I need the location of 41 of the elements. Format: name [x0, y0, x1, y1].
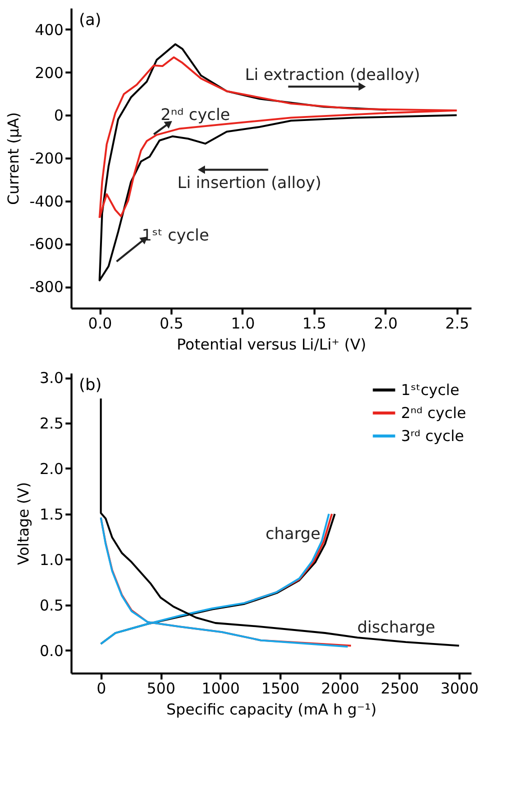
x-tick-label: 2000: [321, 680, 360, 698]
annotation: 2ⁿᵈ cycle: [160, 105, 230, 124]
y-tick-label: 2.0: [40, 460, 64, 478]
x-tick-label: 2500: [380, 680, 419, 698]
x-tick-label: 3000: [440, 680, 479, 698]
legend-label: 3ʳᵈ cycle: [401, 427, 464, 445]
x-tick-label: 0.5: [160, 314, 184, 332]
y-tick-label: 3.0: [40, 369, 64, 388]
annotation: (b): [79, 375, 102, 394]
x-tick-label: 1000: [202, 680, 240, 698]
y-axis-title: Current (μA): [4, 112, 22, 205]
x-tick-label: 500: [146, 680, 176, 698]
y-tick-label: 200: [34, 64, 64, 82]
x-axis-title: Specific capacity (mA h g⁻¹): [166, 700, 377, 718]
y-tick-label: -600: [29, 235, 64, 254]
x-tick-label: 1.5: [302, 314, 326, 332]
y-tick-label: 0: [54, 106, 64, 125]
y-tick-label: -200: [29, 150, 64, 168]
y-tick-label: 2.5: [40, 414, 64, 432]
annotation: (a): [79, 10, 102, 29]
x-tick-label: 2.5: [445, 314, 470, 332]
x-axis-title: Potential versus Li/Li⁺ (V): [176, 336, 366, 354]
x-tick-label: 1.0: [231, 314, 255, 332]
y-tick-label: 0.0: [40, 642, 64, 660]
x-tick-label: 0.0: [88, 314, 112, 332]
legend-label: 2ⁿᵈ cycle: [401, 404, 466, 422]
y-tick-label: -400: [29, 192, 64, 210]
annotation: discharge: [357, 617, 436, 636]
y-tick-label: -800: [29, 278, 64, 296]
annotation: Li insertion (alloy): [177, 173, 322, 192]
y-axis-title: Voltage (V): [14, 482, 33, 565]
x-tick-label: 2.0: [374, 314, 398, 332]
y-tick-label: 1.5: [40, 505, 64, 524]
y-tick-label: 0.5: [40, 596, 64, 614]
legend-label: 1ˢᵗcycle: [401, 381, 460, 399]
annotation: Li extraction (dealloy): [245, 64, 420, 84]
annotation: charge: [265, 524, 321, 543]
x-tick-label: 1500: [261, 680, 300, 698]
y-tick-label: 400: [34, 20, 64, 39]
y-tick-label: 1.0: [40, 550, 64, 569]
x-tick-label: 0: [96, 680, 106, 698]
